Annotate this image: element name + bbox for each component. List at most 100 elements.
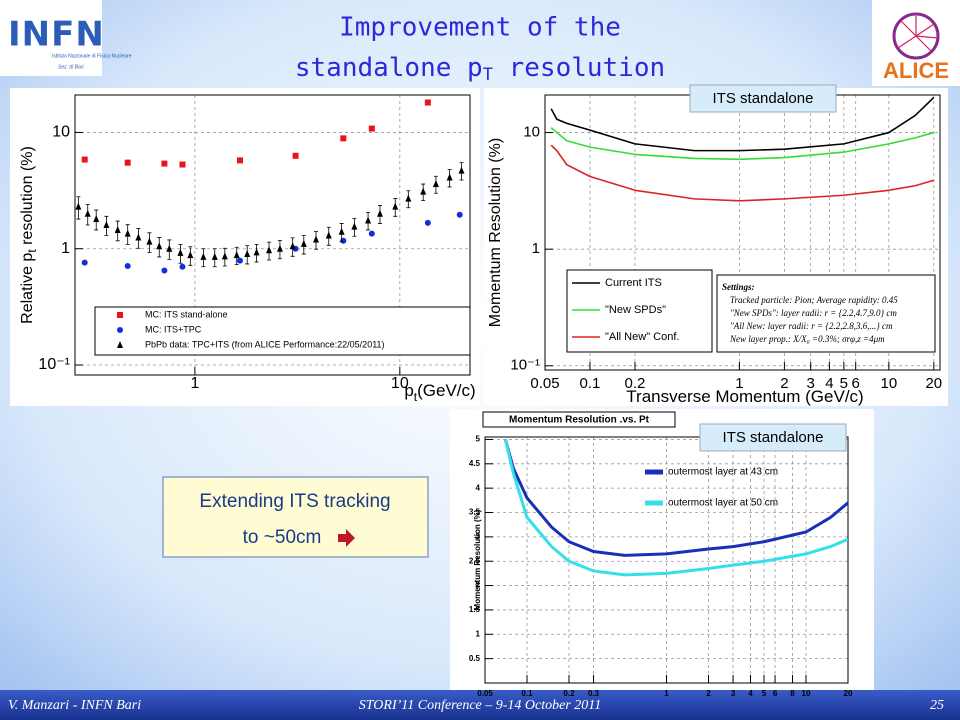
title-end: resolution xyxy=(493,53,665,83)
title-sub: T xyxy=(483,65,493,85)
y-tick-label: 1 xyxy=(532,240,540,257)
marker-triangle xyxy=(325,231,332,239)
marker-triangle xyxy=(432,180,439,188)
footer-page: 25 xyxy=(930,698,944,713)
chart: 10⁻¹ 1 10 0.05 0.1 0.2 1 2 3 4 5 6 10 20 Momentum Reso… xyxy=(487,94,942,406)
x-tick-label: 0.05 xyxy=(477,689,493,698)
marker-triangle xyxy=(93,215,100,223)
marker-square xyxy=(340,135,347,142)
marker-square xyxy=(81,156,88,163)
chart: 0.511.522.533.544.550.05 0.1 0.2 0.3 1 2 3 4 5 6 8… xyxy=(469,411,853,698)
marker-triangle xyxy=(177,248,184,256)
plot-marks xyxy=(75,99,465,274)
y-tick-label: 10 xyxy=(52,124,70,141)
x-tick-label: 20 xyxy=(844,689,853,698)
y-axis-label-end: resolution (%) xyxy=(19,146,36,249)
marker-square xyxy=(424,99,431,106)
callout-line2: to ~50cm xyxy=(243,527,322,548)
marker-triangle xyxy=(289,242,296,250)
y-axis-label-sub: t xyxy=(25,249,39,253)
x-tick-label: 0.2 xyxy=(625,375,646,392)
y-tick-label: 3.5 xyxy=(469,508,481,517)
panel-left xyxy=(10,88,480,406)
legend-swatch xyxy=(117,327,123,333)
x-tick-label: 0.05 xyxy=(530,375,559,392)
plot-frame xyxy=(484,436,849,684)
x-tick-label: 1 xyxy=(664,689,669,698)
logo-tracks xyxy=(897,16,939,53)
x-tick-label: 0.3 xyxy=(588,689,600,698)
panel-right xyxy=(484,88,948,406)
legend-label: "All New" Conf. xyxy=(605,331,679,343)
marker-circle xyxy=(179,263,186,270)
x-tick-label: 5 xyxy=(762,689,767,698)
marker-triangle xyxy=(376,209,383,217)
marker-triangle xyxy=(124,229,131,237)
marker-triangle xyxy=(75,202,82,210)
marker-triangle xyxy=(135,233,142,241)
x-tick-label: 10 xyxy=(802,689,811,698)
x-tick-label: 3 xyxy=(807,375,815,392)
x-tick-label: 0.1 xyxy=(521,689,533,698)
marker-triangle xyxy=(313,235,320,243)
y-tick-label: 1 xyxy=(61,240,70,257)
marker-triangle xyxy=(156,242,163,250)
title-text: standalone p xyxy=(295,53,483,83)
logo-right: ALICE xyxy=(883,58,949,83)
series-line xyxy=(503,439,848,577)
y-tick-label: 5 xyxy=(476,435,481,444)
marker-triangle xyxy=(233,251,240,259)
marker-triangle xyxy=(458,166,465,174)
title-line1: Improvement of the xyxy=(339,13,621,43)
logo-left-institute: Istituto Nazionale di Fisica Nucleare xyxy=(52,53,132,59)
footer-author: V. Manzari - INFN Bari xyxy=(8,698,141,713)
legend-label: "New SPDs" xyxy=(605,304,666,316)
legend-swatch xyxy=(117,312,123,318)
logo-left: INFN xyxy=(8,15,105,55)
y-tick-label: 4.5 xyxy=(469,459,481,468)
y-tick-label: 4 xyxy=(476,483,481,492)
marker-triangle xyxy=(221,252,228,260)
marker-triangle xyxy=(392,202,399,210)
legend-label: Current ITS xyxy=(605,277,662,289)
legend-label: MC: ITS+TPC xyxy=(145,324,202,334)
marker-circle xyxy=(424,219,431,226)
chart-title: Momentum Resolution .vs. Pt xyxy=(509,415,650,426)
y-tick-label: 1.5 xyxy=(469,605,481,614)
marker-circle xyxy=(340,237,347,244)
marker-triangle xyxy=(103,220,110,228)
x-tick-label: 5 xyxy=(840,375,848,392)
marker-triangle xyxy=(266,246,273,254)
marker-triangle xyxy=(446,173,453,181)
arrow-icon xyxy=(338,529,355,547)
series-line xyxy=(503,439,848,557)
x-tick-label: 20 xyxy=(925,375,942,392)
marker-triangle xyxy=(300,239,307,247)
legend-label: outermost layer at 50 cm xyxy=(668,498,778,509)
note: Settings: xyxy=(722,282,755,292)
marker-triangle xyxy=(253,248,260,256)
y-tick-label: 10⁻¹ xyxy=(38,356,70,373)
marker-triangle xyxy=(84,209,91,217)
marker-triangle xyxy=(351,222,358,230)
series-line xyxy=(550,144,935,202)
marker-triangle xyxy=(420,187,427,195)
y-tick-label: 2.5 xyxy=(469,556,481,565)
legend-swatch xyxy=(117,341,123,348)
logo-left-bg xyxy=(0,0,102,76)
x-axis-label-text: p xyxy=(404,381,413,400)
footer-bar xyxy=(0,690,960,720)
marker-triangle xyxy=(365,216,372,224)
series-line xyxy=(550,96,935,152)
plot-marks xyxy=(503,439,848,577)
marker-triangle xyxy=(276,244,283,252)
x-tick-label: 3 xyxy=(731,689,736,698)
marker-square xyxy=(179,161,186,168)
marker-triangle xyxy=(146,237,153,245)
x-tick-label: 6 xyxy=(852,375,860,392)
y-tick-label: 10⁻¹ xyxy=(510,357,540,374)
marker-circle xyxy=(236,257,243,264)
x-tick-label: 10 xyxy=(391,375,409,392)
